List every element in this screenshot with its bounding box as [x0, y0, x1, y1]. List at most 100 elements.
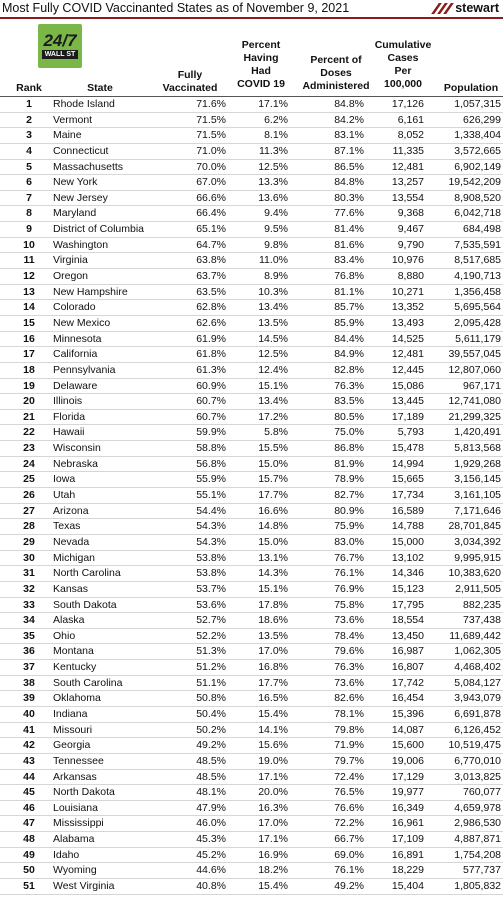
cell-state: Nevada: [53, 535, 90, 548]
table-row: 45 North Dakota 48.1% 20.0% 76.5% 19,977 760,0…: [0, 785, 503, 801]
cell-doses: 83.4%: [334, 254, 364, 267]
cell-vaccinated: 66.4%: [196, 207, 226, 220]
cell-population: 5,813,568: [454, 442, 501, 455]
cell-doses: 78.9%: [334, 473, 364, 486]
header-vaccinated: Fully Vaccinated: [150, 69, 230, 95]
cell-had-covid: 16.9%: [258, 848, 288, 861]
table-row: 47 Mississippi 46.0% 17.0% 72.2% 16,961 2,986,…: [0, 816, 503, 833]
cell-state: Washington: [53, 238, 109, 251]
cell-cases: 10,271: [391, 285, 424, 298]
cell-rank: 24: [23, 457, 35, 470]
table-row: 51 West Virginia 40.8% 15.4% 49.2% 15,404 1,80…: [0, 879, 503, 895]
cell-rank: 23: [23, 442, 35, 455]
cell-vaccinated: 58.8%: [196, 442, 226, 455]
cell-vaccinated: 48.1%: [196, 786, 226, 799]
table-row: 42 Georgia 49.2% 15.6% 71.9% 15,600 10,519,475: [0, 738, 503, 754]
table-row: 17 California 61.8% 12.5% 84.9% 12,481 39,557,…: [0, 347, 503, 363]
cell-cases: 13,493: [391, 316, 424, 329]
cell-doses: 76.3%: [334, 379, 364, 392]
cell-population: 4,190,713: [454, 270, 501, 283]
cell-doses: 79.6%: [334, 645, 364, 658]
cell-vaccinated: 63.8%: [196, 254, 226, 267]
cell-rank: 5: [26, 160, 32, 173]
cell-vaccinated: 56.8%: [196, 457, 226, 470]
cell-state: Iowa: [53, 473, 76, 486]
cell-rank: 46: [23, 801, 35, 814]
cell-population: 5,611,179: [455, 332, 501, 345]
cell-vaccinated: 60.7%: [196, 410, 226, 423]
cell-population: 6,770,010: [454, 754, 501, 767]
cell-doses: 81.9%: [334, 457, 364, 470]
cell-population: 967,171: [463, 379, 501, 392]
cell-doses: 76.6%: [334, 801, 364, 814]
cell-had-covid: 20.0%: [258, 786, 288, 799]
table-row: 6 New York 67.0% 13.3% 84.8% 13,257 19,542,209: [0, 175, 503, 191]
cell-state: Connecticut: [53, 144, 109, 157]
cell-had-covid: 17.7%: [258, 676, 288, 689]
cell-vaccinated: 63.5%: [196, 285, 226, 298]
cell-state: Nebraska: [53, 457, 98, 470]
cell-state: Mississippi: [53, 817, 104, 830]
table-row: 32 Kansas 53.7% 15.1% 76.9% 15,123 2,911,505: [0, 582, 503, 598]
cell-state: Maryland: [53, 207, 97, 220]
cell-state: Pennsylvania: [53, 363, 116, 376]
cell-population: 882,235: [463, 598, 501, 611]
cell-vaccinated: 62.8%: [196, 301, 226, 314]
cell-rank: 21: [23, 410, 35, 423]
header-had-covid-line: Percent: [241, 39, 281, 51]
cell-rank: 3: [26, 129, 32, 142]
cell-state: Florida: [53, 410, 86, 423]
cell-state: California: [53, 348, 98, 361]
stewart-logo: stewart: [431, 1, 499, 15]
cell-had-covid: 11.0%: [259, 254, 288, 267]
cell-doses: 83.1%: [334, 129, 364, 142]
cell-population: 4,887,871: [454, 833, 501, 846]
cell-state: Michigan: [53, 551, 96, 564]
table-body: 1 Rhode Island 71.6% 17.1% 84.8% 17,126 1,057,…: [0, 97, 503, 895]
header-cases-line: Cases: [387, 52, 419, 64]
cell-had-covid: 16.5%: [258, 692, 288, 705]
table-row: 22 Hawaii 59.9% 5.8% 75.0% 5,793 1,420,491: [0, 425, 503, 442]
cell-cases: 14,525: [391, 332, 424, 345]
cell-doses: 76.9%: [334, 582, 364, 595]
cell-had-covid: 13.4%: [258, 301, 288, 314]
wall-st-logo: 24/7 WALL ST: [38, 24, 82, 68]
cell-population: 21,299,325: [448, 410, 501, 423]
cell-population: 684,498: [463, 223, 501, 236]
cell-state: New Hampshire: [53, 285, 128, 298]
cell-had-covid: 15.6%: [258, 739, 288, 752]
cell-state: Vermont: [53, 113, 93, 126]
cell-rank: 45: [23, 786, 35, 799]
cell-doses: 66.7%: [334, 833, 364, 846]
stewart-wordmark: stewart: [455, 1, 499, 15]
cell-rank: 50: [23, 864, 35, 877]
cell-vaccinated: 53.8%: [196, 551, 226, 564]
cell-population: 12,741,080: [448, 395, 501, 408]
header-doses: Percent of Doses Administered: [296, 54, 376, 93]
table-row: 14 Colorado 62.8% 13.4% 85.7% 13,352 5,695,564: [0, 300, 503, 316]
cell-cases: 10,976: [391, 254, 424, 267]
cell-cases: 16,807: [391, 661, 424, 674]
cell-cases: 13,102: [391, 551, 424, 564]
cell-rank: 19: [23, 379, 35, 392]
cell-state: Wisconsin: [53, 442, 101, 455]
cell-population: 6,691,878: [454, 707, 501, 720]
header-cases-line: 100,000: [384, 78, 422, 90]
cell-state: Rhode Island: [53, 98, 115, 110]
cell-vaccinated: 62.6%: [196, 316, 226, 329]
cell-population: 10,519,475: [448, 739, 501, 752]
cell-doses: 80.5%: [334, 410, 364, 423]
cell-had-covid: 18.2%: [258, 864, 288, 877]
cell-doses: 76.7%: [334, 551, 364, 564]
cell-doses: 81.4%: [334, 223, 364, 236]
cell-doses: 82.8%: [334, 363, 364, 376]
cell-state: Massachusetts: [53, 160, 124, 173]
table-row: 48 Alabama 45.3% 17.1% 66.7% 17,109 4,887,871: [0, 832, 503, 848]
cell-cases: 12,445: [391, 363, 424, 376]
table-row: 28 Texas 54.3% 14.8% 75.9% 14,788 28,701,845: [0, 519, 503, 535]
cell-state: Montana: [53, 645, 94, 658]
cell-vaccinated: 70.0%: [196, 160, 226, 173]
table-row: 20 Illinois 60.7% 13.4% 83.5% 13,445 12,741,08…: [0, 394, 503, 410]
cell-rank: 16: [23, 332, 35, 345]
